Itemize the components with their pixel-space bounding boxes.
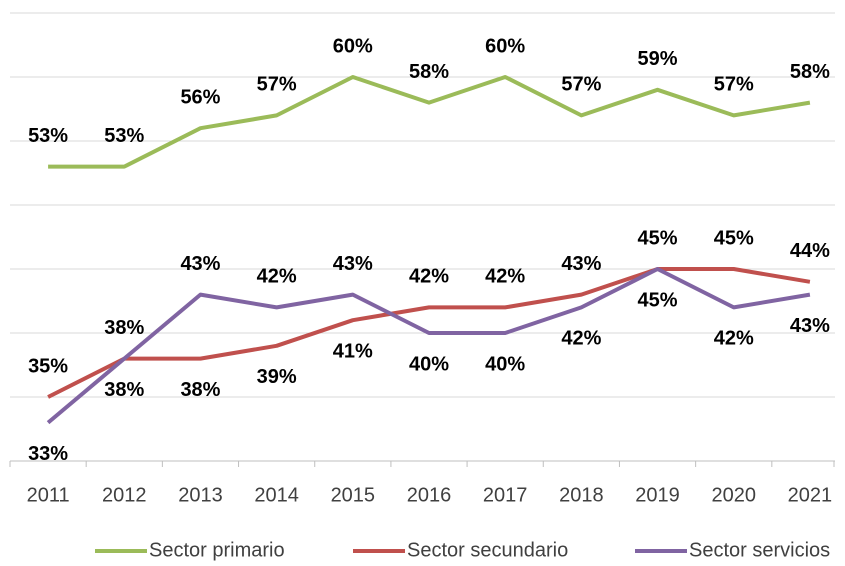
x-tick-label: 2017 xyxy=(483,484,528,506)
x-tick-label: 2012 xyxy=(102,484,147,506)
data-label: 43% xyxy=(790,315,830,337)
data-label: 44% xyxy=(790,240,830,262)
data-label: 60% xyxy=(485,35,525,57)
data-label: 57% xyxy=(257,74,297,96)
x-tick-label: 2019 xyxy=(635,484,680,506)
data-label: 39% xyxy=(257,366,297,388)
x-tick-label: 2020 xyxy=(711,484,756,506)
data-label: 41% xyxy=(333,340,373,362)
data-label: 43% xyxy=(561,253,601,275)
data-label: 38% xyxy=(104,379,144,401)
data-label: 33% xyxy=(28,443,68,465)
x-tick-label: 2013 xyxy=(178,484,223,506)
x-tick-label: 2016 xyxy=(407,484,452,506)
data-label: 56% xyxy=(180,86,220,108)
data-label: 53% xyxy=(104,125,144,147)
x-tick-label: 2018 xyxy=(559,484,604,506)
x-tick-label: 2015 xyxy=(331,484,376,506)
data-label: 58% xyxy=(790,61,830,83)
data-label: 43% xyxy=(180,253,220,275)
series-line xyxy=(46,267,811,425)
legend-label: Sector secundario xyxy=(407,539,568,561)
legend-label: Sector servicios xyxy=(689,539,830,561)
data-label: 42% xyxy=(561,328,601,350)
x-tick-label: 2014 xyxy=(254,484,299,506)
data-label: 58% xyxy=(409,61,449,83)
data-label: 38% xyxy=(180,379,220,401)
data-label: 57% xyxy=(714,74,754,96)
data-label: 40% xyxy=(485,353,525,375)
data-label: 35% xyxy=(28,355,68,377)
x-tick-label: 2011 xyxy=(27,484,70,506)
data-label: 57% xyxy=(561,74,601,96)
data-label: 59% xyxy=(638,48,678,70)
data-label: 42% xyxy=(409,266,449,288)
data-label: 38% xyxy=(104,317,144,339)
x-tick-label: 2021 xyxy=(788,484,833,506)
data-label: 40% xyxy=(409,353,449,375)
data-label: 45% xyxy=(638,289,678,311)
data-label: 42% xyxy=(714,328,754,350)
data-label: 42% xyxy=(257,266,297,288)
data-label: 45% xyxy=(638,227,678,249)
data-label: 45% xyxy=(714,227,754,249)
data-label: 53% xyxy=(28,125,68,147)
legend-label: Sector primario xyxy=(149,539,285,561)
data-label: 42% xyxy=(485,266,525,288)
data-label: 60% xyxy=(333,35,373,57)
data-label: 43% xyxy=(333,253,373,275)
series-line xyxy=(47,267,811,399)
series-line xyxy=(48,75,811,169)
